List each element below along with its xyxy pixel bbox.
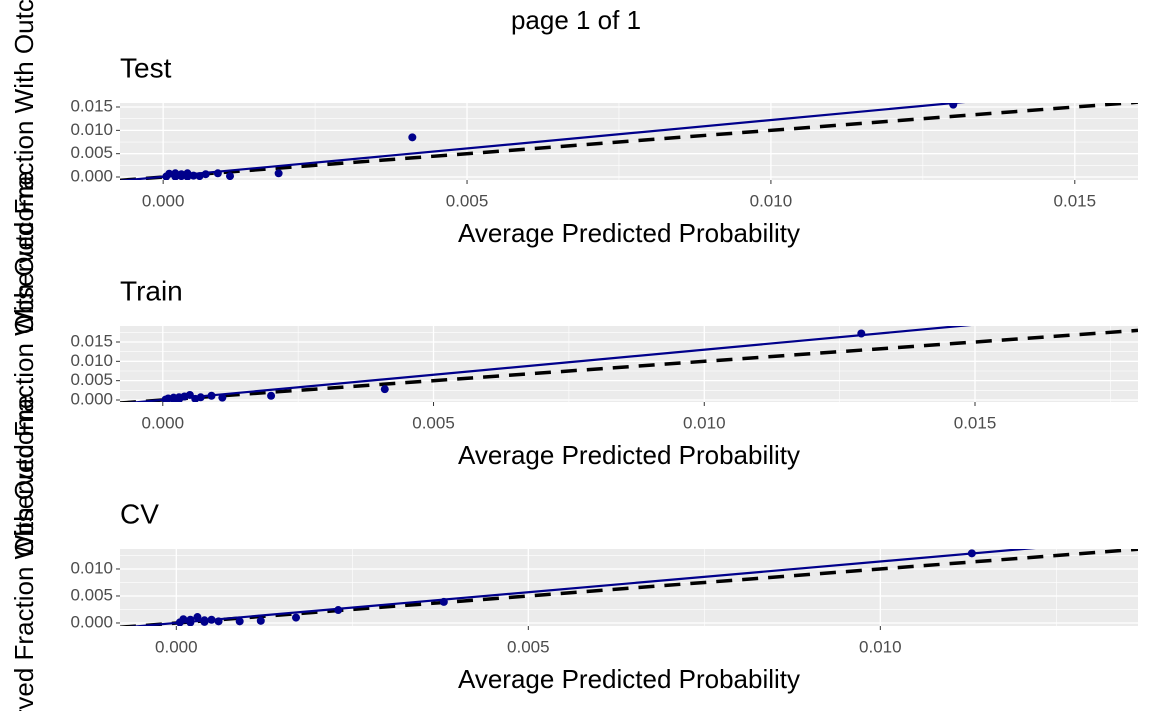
point (207, 615, 216, 624)
point (256, 616, 265, 625)
x-tick-label: 0.000 (155, 637, 198, 656)
point (226, 172, 235, 180)
point (267, 391, 276, 400)
fit-line (127, 326, 972, 402)
point (193, 613, 202, 622)
plot-area (120, 549, 1138, 626)
point (177, 172, 186, 180)
y-tick-label: 0.000 (70, 166, 113, 185)
x-tick-label: 0.015 (1054, 191, 1097, 210)
y-tick-label: 0.010 (70, 120, 113, 139)
point (857, 329, 866, 338)
x-tick-label: 0.005 (507, 637, 550, 656)
point (200, 617, 209, 626)
plot-area (120, 103, 1138, 180)
reference-line (120, 328, 1138, 402)
point (183, 172, 192, 180)
y-axis-label: Observed Fraction With Outcome (9, 171, 39, 557)
point (334, 606, 343, 615)
x-axis-label: Average Predicted Probability (458, 218, 800, 248)
point (175, 395, 184, 402)
x-tick-label: 0.005 (412, 413, 455, 432)
point (201, 170, 210, 179)
page-title: page 1 of 1 (511, 5, 641, 35)
fit-line (120, 103, 966, 180)
point (235, 617, 244, 626)
point (967, 549, 976, 558)
point (186, 618, 195, 626)
point (162, 172, 171, 180)
y-tick-label: 0.010 (70, 558, 113, 577)
y-tick-label: 0.005 (70, 143, 113, 162)
x-tick-label: 0.005 (446, 191, 489, 210)
point (380, 385, 389, 394)
y-tick-label: 0.015 (70, 331, 113, 350)
x-tick-label: 0.015 (954, 413, 997, 432)
point (214, 617, 223, 626)
plot-area (120, 326, 1138, 402)
point (191, 394, 200, 402)
panel-title: Test (120, 52, 172, 83)
point (949, 103, 958, 109)
y-tick-label: 0.010 (70, 351, 113, 370)
x-tick-label: 0.010 (750, 191, 793, 210)
point (213, 169, 222, 178)
y-tick-label: 0.000 (70, 612, 113, 631)
point (189, 171, 198, 180)
point (171, 172, 180, 180)
point (175, 618, 184, 626)
point (408, 133, 417, 142)
y-axis-label: Observed Fraction With Outcome (9, 0, 39, 334)
y-tick-label: 0.000 (70, 389, 113, 408)
point (161, 395, 170, 402)
point (207, 391, 216, 400)
x-tick-label: 0.010 (859, 637, 902, 656)
reference-line (120, 103, 1138, 180)
y-tick-label: 0.005 (70, 585, 113, 604)
panel-title: CV (120, 498, 159, 529)
y-tick-label: 0.005 (70, 370, 113, 389)
y-tick-label: 0.015 (70, 96, 113, 115)
x-axis-label: Average Predicted Probability (458, 664, 800, 694)
reference-line (120, 549, 1138, 626)
x-tick-label: 0.000 (142, 413, 185, 432)
x-tick-label: 0.010 (683, 413, 726, 432)
point (195, 172, 204, 180)
y-axis-label: Observed Fraction With Outcome (9, 395, 39, 711)
panel-title: Train (120, 275, 183, 306)
x-tick-label: 0.000 (142, 191, 185, 210)
point (218, 393, 227, 402)
point (274, 169, 283, 178)
x-axis-label: Average Predicted Probability (458, 440, 800, 470)
point (439, 597, 448, 606)
point (292, 613, 301, 622)
